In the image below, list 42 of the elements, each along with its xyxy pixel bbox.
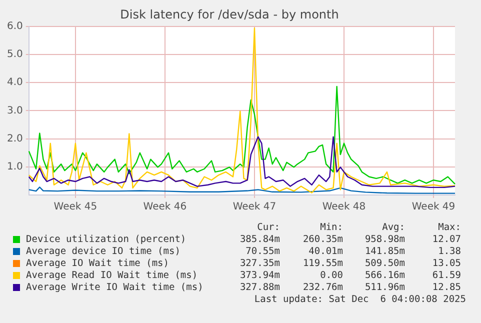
text: 0.00 [320,270,343,282]
y-tick-label: 6.0 [6,20,23,32]
text: 1.38 [438,246,461,258]
x-tick-label: Week 46 [143,202,187,213]
text: 141.85m [364,246,405,258]
text: 232.76m [302,282,343,294]
text: 40.01m [308,246,343,258]
text: Last update: Sat Dec 6 04:00:08 2025 [254,294,466,306]
text: 61.59 [432,270,461,282]
text: Min: [320,222,343,234]
text: 385.84m [240,234,280,246]
text: 373.94m [240,270,280,282]
y-tick-label: 3.0 [6,105,23,116]
text: 12.85 [432,282,461,294]
y-tick-label: 4.0 [6,77,23,88]
text: 260.35m [302,234,343,246]
x-tick-label: Week 48 [322,202,366,213]
legend-label: Average device IO time (ms) [26,246,180,257]
text: 566.16m [364,270,405,282]
text: 119.55m [302,258,343,270]
text: Max: [438,222,461,234]
text: 511.96m [364,282,405,294]
text: Avg: [382,222,405,234]
y-tick-label: 2.0 [6,133,23,144]
y-tick-label: 1.0 [6,161,23,172]
text: 12.07 [432,234,461,246]
legend-label: Average Write IO Wait time (ms) [26,282,204,293]
legend-label: Average Read IO Wait time (ms) [26,270,198,281]
text: 958.98m [364,234,405,246]
text: 327.35m [240,258,280,270]
legend-label: Device utilization (percent) [26,234,186,245]
y-tick-label: 5.0 [6,49,23,60]
text: 13.05 [432,258,461,270]
x-tick-label: Week 47 [232,202,276,213]
x-tick-label: Week 49 [412,202,456,213]
text: 70.55m [246,246,280,258]
x-tick-label: Week 45 [54,202,98,213]
chart-title: Disk latency for /dev/sda - by month [120,7,339,22]
text: 327.88m [240,282,280,294]
text: 509.50m [364,258,405,270]
text: Cur: [257,222,280,234]
legend-label: Average IO Wait time (ms) [26,258,169,269]
